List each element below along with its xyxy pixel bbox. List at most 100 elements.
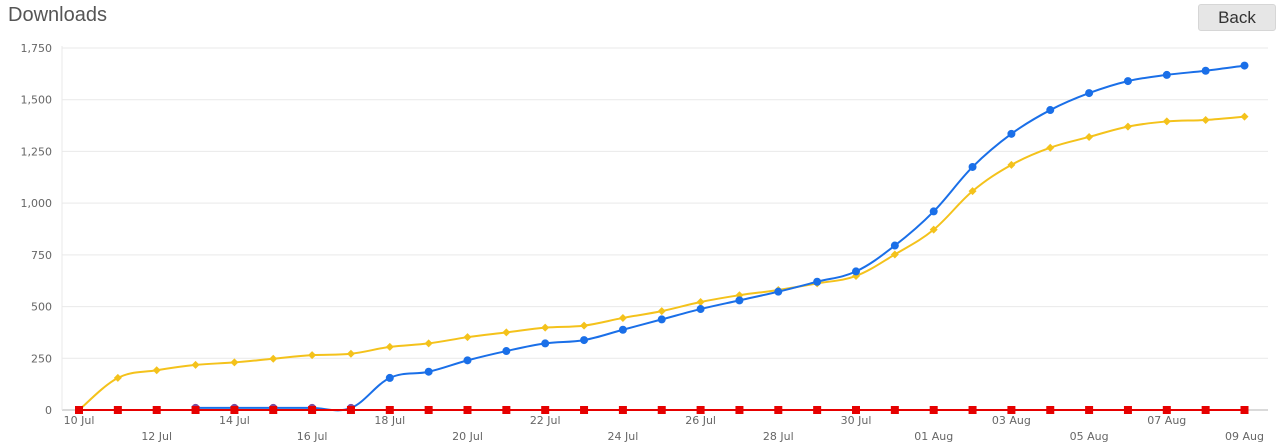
series-markers: [75, 61, 1249, 414]
data-point[interactable]: [580, 321, 589, 330]
data-point[interactable]: [1240, 406, 1249, 414]
x-tick-label: 09 Aug: [1225, 430, 1264, 443]
data-point[interactable]: [1123, 122, 1132, 131]
data-point[interactable]: [424, 367, 433, 376]
data-point[interactable]: [346, 406, 355, 414]
data-point[interactable]: [1085, 406, 1094, 414]
data-point[interactable]: [463, 406, 472, 414]
data-point[interactable]: [152, 366, 161, 375]
data-point[interactable]: [696, 298, 705, 307]
data-point[interactable]: [657, 406, 666, 414]
x-tick-label: 30 Jul: [841, 414, 872, 427]
x-tick-label: 26 Jul: [685, 414, 716, 427]
data-point[interactable]: [696, 305, 705, 314]
data-point[interactable]: [424, 406, 433, 414]
data-point[interactable]: [1046, 143, 1055, 152]
data-point[interactable]: [813, 406, 822, 414]
data-point[interactable]: [618, 406, 627, 414]
data-point[interactable]: [774, 287, 783, 296]
data-point[interactable]: [1240, 61, 1249, 70]
x-tick-label: 03 Aug: [992, 414, 1031, 427]
data-point[interactable]: [1123, 406, 1132, 414]
data-point[interactable]: [774, 406, 783, 414]
data-point[interactable]: [618, 325, 627, 334]
data-point[interactable]: [929, 225, 938, 234]
data-point[interactable]: [1201, 406, 1210, 414]
data-point[interactable]: [968, 406, 977, 414]
data-point[interactable]: [1162, 117, 1171, 126]
data-point[interactable]: [1240, 112, 1249, 121]
data-point[interactable]: [1085, 89, 1094, 98]
data-point[interactable]: [502, 406, 511, 414]
data-point[interactable]: [657, 315, 666, 324]
data-point[interactable]: [385, 406, 394, 414]
data-point[interactable]: [890, 250, 899, 259]
data-point[interactable]: [152, 406, 161, 414]
y-tick-label: 500: [31, 301, 52, 314]
data-point[interactable]: [580, 336, 589, 345]
x-tick-label: 24 Jul: [608, 430, 639, 443]
data-point[interactable]: [735, 406, 744, 414]
x-tick-label: 01 Aug: [914, 430, 953, 443]
data-point[interactable]: [968, 162, 977, 171]
data-point[interactable]: [463, 333, 472, 342]
y-tick-label: 1,250: [21, 145, 53, 158]
data-point[interactable]: [618, 313, 627, 322]
data-point[interactable]: [308, 351, 317, 360]
y-tick-label: 1,750: [21, 42, 53, 55]
data-point[interactable]: [1046, 406, 1055, 414]
data-point[interactable]: [230, 358, 239, 367]
data-point[interactable]: [346, 349, 355, 358]
data-point[interactable]: [463, 356, 472, 365]
x-tick-label: 16 Jul: [297, 430, 328, 443]
x-tick-label: 22 Jul: [530, 414, 561, 427]
data-point[interactable]: [113, 373, 122, 382]
x-tick-label: 05 Aug: [1070, 430, 1109, 443]
data-point[interactable]: [735, 296, 744, 305]
data-point[interactable]: [541, 339, 550, 348]
data-point[interactable]: [852, 406, 860, 414]
data-point[interactable]: [385, 342, 394, 351]
data-point[interactable]: [502, 328, 511, 337]
data-point[interactable]: [113, 406, 122, 414]
back-button[interactable]: Back: [1198, 4, 1276, 31]
y-tick-label: 0: [45, 404, 52, 417]
x-tick-label: 20 Jul: [452, 430, 483, 443]
data-point[interactable]: [968, 187, 977, 196]
data-point[interactable]: [1085, 132, 1094, 141]
data-point[interactable]: [541, 406, 550, 414]
y-tick-label: 250: [31, 352, 52, 365]
data-point[interactable]: [696, 406, 705, 414]
data-point[interactable]: [502, 347, 511, 356]
data-point[interactable]: [191, 360, 200, 369]
data-point[interactable]: [1007, 406, 1016, 414]
data-point[interactable]: [1123, 77, 1132, 86]
data-point[interactable]: [1007, 129, 1016, 138]
x-tick-label: 10 Jul: [64, 414, 95, 427]
data-point[interactable]: [1162, 406, 1171, 414]
data-point[interactable]: [230, 406, 239, 414]
data-point[interactable]: [424, 339, 433, 348]
data-point[interactable]: [1007, 160, 1016, 169]
data-point[interactable]: [1201, 66, 1210, 75]
data-point[interactable]: [1201, 115, 1210, 124]
data-point[interactable]: [308, 406, 317, 414]
data-point[interactable]: [929, 406, 938, 414]
data-point[interactable]: [929, 207, 938, 216]
data-point[interactable]: [1162, 70, 1171, 79]
data-point[interactable]: [269, 354, 278, 363]
data-point[interactable]: [75, 406, 83, 414]
data-point[interactable]: [580, 406, 589, 414]
y-tick-label: 750: [31, 249, 52, 262]
data-point[interactable]: [657, 307, 666, 316]
data-point[interactable]: [852, 267, 860, 276]
data-point[interactable]: [385, 373, 394, 382]
data-point[interactable]: [890, 241, 899, 250]
data-point[interactable]: [541, 323, 550, 332]
data-point[interactable]: [191, 406, 200, 414]
data-point[interactable]: [813, 277, 822, 286]
series-line: [195, 64, 1245, 412]
data-point[interactable]: [890, 406, 899, 414]
data-point[interactable]: [1046, 106, 1055, 115]
data-point[interactable]: [269, 406, 278, 414]
